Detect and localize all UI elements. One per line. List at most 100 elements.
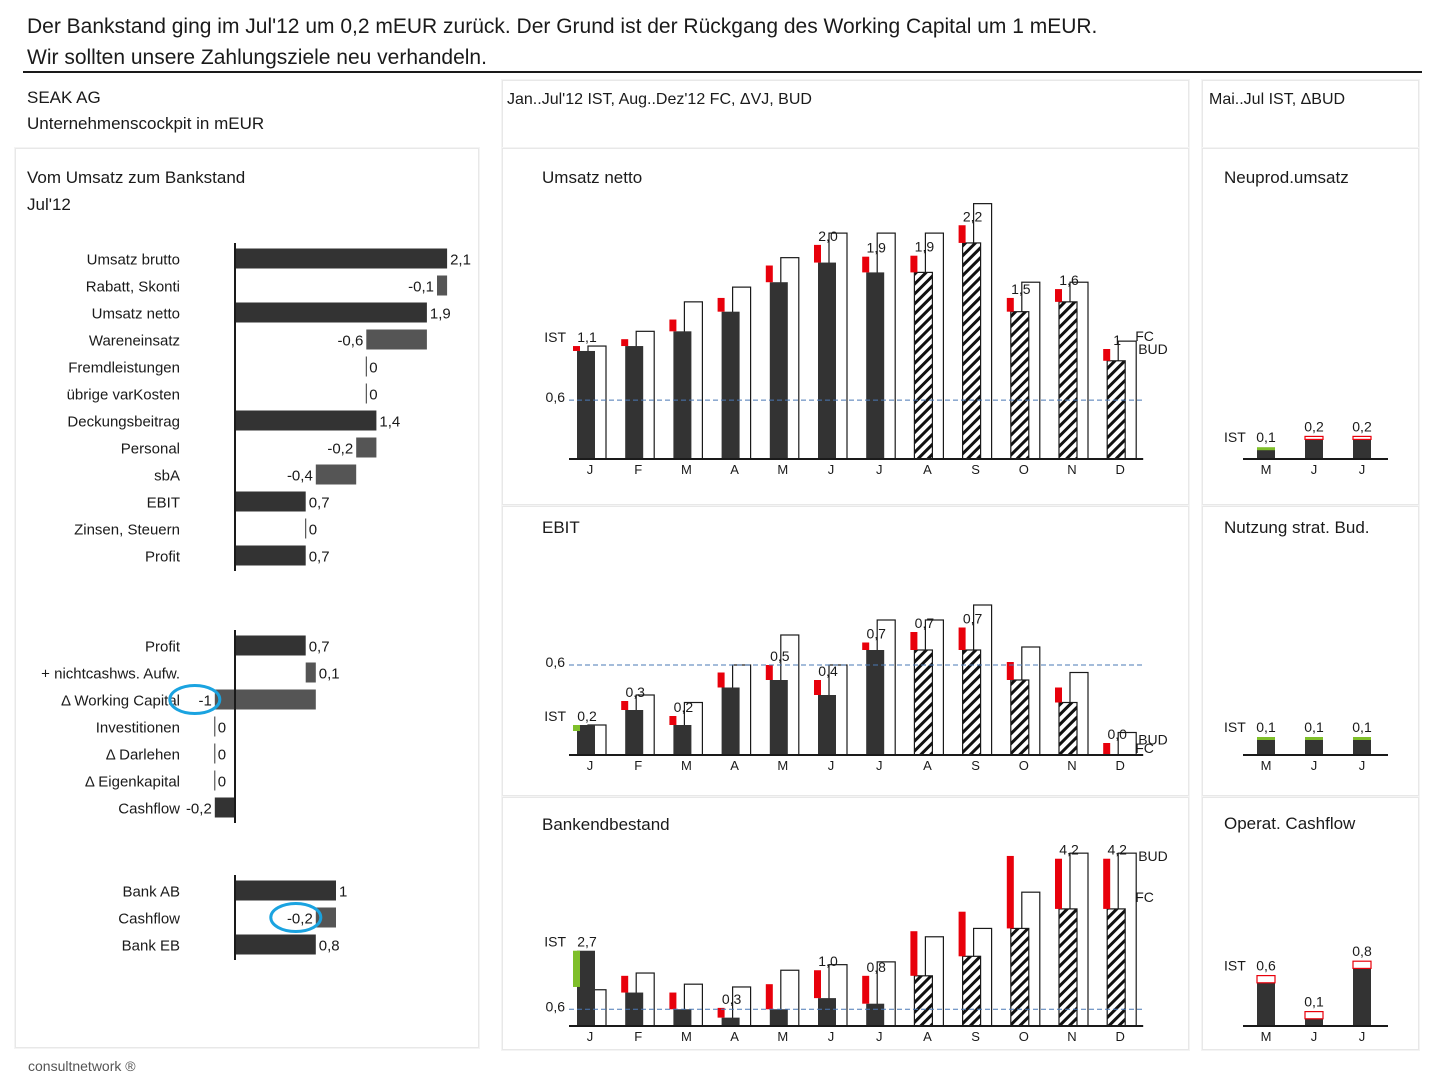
value-label: 0,7 [963, 611, 983, 627]
delta-py-bar [862, 975, 870, 1004]
nutzung-chart: 0,1 M 0,1 J 0,1 J IST [1224, 719, 1388, 773]
series-tag-bud: BUD [1138, 848, 1168, 864]
delta-bud-bar [1257, 737, 1275, 740]
x-tick-label: D [1116, 462, 1125, 477]
bridge-row-label: Δ Eigenkapital [85, 774, 180, 791]
bridge-value-label: 1,4 [379, 414, 400, 431]
forecast-bar [1106, 908, 1126, 1027]
x-tick-label: A [923, 462, 932, 477]
delta-py-bar [717, 672, 725, 688]
actual-bar [721, 311, 740, 459]
actual-bar [866, 272, 885, 459]
bridge-value-label: -0,1 [408, 279, 434, 296]
bridge-value-label: -0,2 [186, 801, 212, 818]
delta-py-bar [573, 950, 580, 987]
delta-bud-bar [1305, 737, 1323, 740]
x-tick-label: J [1311, 462, 1318, 477]
actual-bar [721, 687, 740, 755]
bridge-row-label: Umsatz netto [92, 306, 180, 323]
value-label: 0,1 [1256, 719, 1276, 735]
delta-py-bar [573, 725, 580, 731]
bridge-bar [315, 464, 357, 485]
bridge-value-label: 0 [218, 720, 226, 737]
value-label: 0,7 [915, 615, 935, 631]
value-label: 1,1 [577, 329, 597, 345]
series-tag-ist: IST [1224, 429, 1246, 445]
header-middle-panel: Jan..Jul'12 IST, Aug..Dez'12 FC, ΔVJ, BU… [502, 80, 1189, 148]
forecast-bar [962, 242, 982, 460]
x-tick-label: N [1067, 1029, 1076, 1044]
ebit-panel: EBIT J F M A M J J A S O N D 0,2 0,3 0,2 0,5 0,4 0,7 0,7 0,… [502, 506, 1189, 796]
forecast-bar [913, 649, 933, 756]
delta-py-bar [1103, 743, 1111, 755]
x-tick-label: S [971, 1029, 980, 1044]
cashflow-title: Operat. Cashflow [1224, 814, 1356, 833]
nutzung-title: Nutzung strat. Bud. [1224, 518, 1370, 537]
bridge-row-label: Rabatt, Skonti [86, 279, 180, 296]
value-label: 0,8 [866, 959, 886, 975]
actual-bar [673, 1009, 692, 1026]
forecast-bar [1010, 311, 1030, 460]
ebit-chart: J F M A M J J A S O N D 0,2 0,3 0,2 0,5 0,4 0,7 0,7 0,7 0,0 0… [544, 604, 1168, 773]
actual-bar [577, 350, 595, 459]
value-label: 0,2 [1304, 418, 1324, 434]
x-tick-label: J [1359, 1029, 1366, 1044]
bridge-bar [235, 545, 306, 566]
x-tick-label: F [634, 758, 642, 773]
bridge-period: Jul'12 [27, 195, 71, 214]
x-tick-label: M [681, 462, 692, 477]
x-tick-label: M [777, 758, 788, 773]
series-tag-fc: FC [1135, 889, 1154, 905]
value-label: 1,9 [866, 240, 886, 256]
x-tick-label: J [828, 462, 835, 477]
delta-py-bar [1103, 858, 1111, 909]
value-label: 0,5 [770, 648, 790, 664]
value-label: 4,2 [1059, 842, 1079, 858]
x-tick-label: J [587, 758, 594, 773]
bridge-bar [235, 934, 316, 955]
bridge-row-label: Profit [145, 549, 181, 566]
forecast-bar [1058, 301, 1078, 460]
bridge-row-label: Deckungsbeitrag [67, 414, 180, 431]
umsatz-panel: Umsatz netto J F M A M J J A S O N D 1,1 2,0 1,9 1,9 2,2… [502, 148, 1189, 505]
actual-bar [1305, 439, 1323, 459]
bridge-value-label: 2,1 [450, 252, 471, 269]
x-tick-label: M [777, 462, 788, 477]
header-right-panel: Mai..Jul IST, ΔBUD [1202, 80, 1419, 148]
cashflow-chart: 0,6 M 0,1 J 0,8 J IST [1224, 943, 1388, 1044]
nutzung-panel: Nutzung strat. Bud. 0,1 M 0,1 J 0,1 J IST [1202, 506, 1419, 796]
delta-py-bar [621, 339, 629, 347]
x-tick-label: J [828, 758, 835, 773]
series-tag-ist: IST [544, 708, 566, 724]
delta-py-bar [814, 680, 821, 695]
actual-bar [673, 725, 692, 755]
bridge-value-label: -0,4 [287, 468, 313, 485]
delta-py-bar [1103, 349, 1111, 361]
x-tick-label: M [1261, 1029, 1272, 1044]
series-tag-fc: FC [1135, 740, 1154, 756]
highlight-ring [168, 684, 222, 715]
actual-bar [577, 950, 595, 1026]
value-label: 0,3 [722, 991, 742, 1007]
bridge-bar [235, 302, 427, 323]
bridge-bar [235, 880, 336, 901]
actual-bar [1305, 1018, 1323, 1026]
x-tick-label: A [730, 462, 739, 477]
actual-bar [625, 710, 644, 755]
delta-bud-bar [1352, 435, 1372, 441]
bridge-row-label: Bank AB [122, 884, 180, 901]
x-tick-label: M [1261, 462, 1272, 477]
x-tick-label: A [730, 1029, 739, 1044]
bridge-bar [235, 491, 306, 512]
actual-bar [1257, 740, 1275, 755]
forecast-bar [1106, 360, 1126, 460]
bridge-value-label: 0,7 [309, 549, 330, 566]
bridge-bar [356, 437, 377, 458]
bridge-bar [214, 689, 316, 710]
actual-bar [769, 282, 788, 459]
delta-py-bar [958, 911, 966, 957]
delta-py-bar [910, 931, 918, 976]
series-tag-ist: IST [544, 329, 566, 345]
neuprod-panel: Neuprod.umsatz 0,1 M 0,2 J 0,2 J IST [1202, 148, 1419, 505]
highlight-ring [269, 902, 323, 933]
